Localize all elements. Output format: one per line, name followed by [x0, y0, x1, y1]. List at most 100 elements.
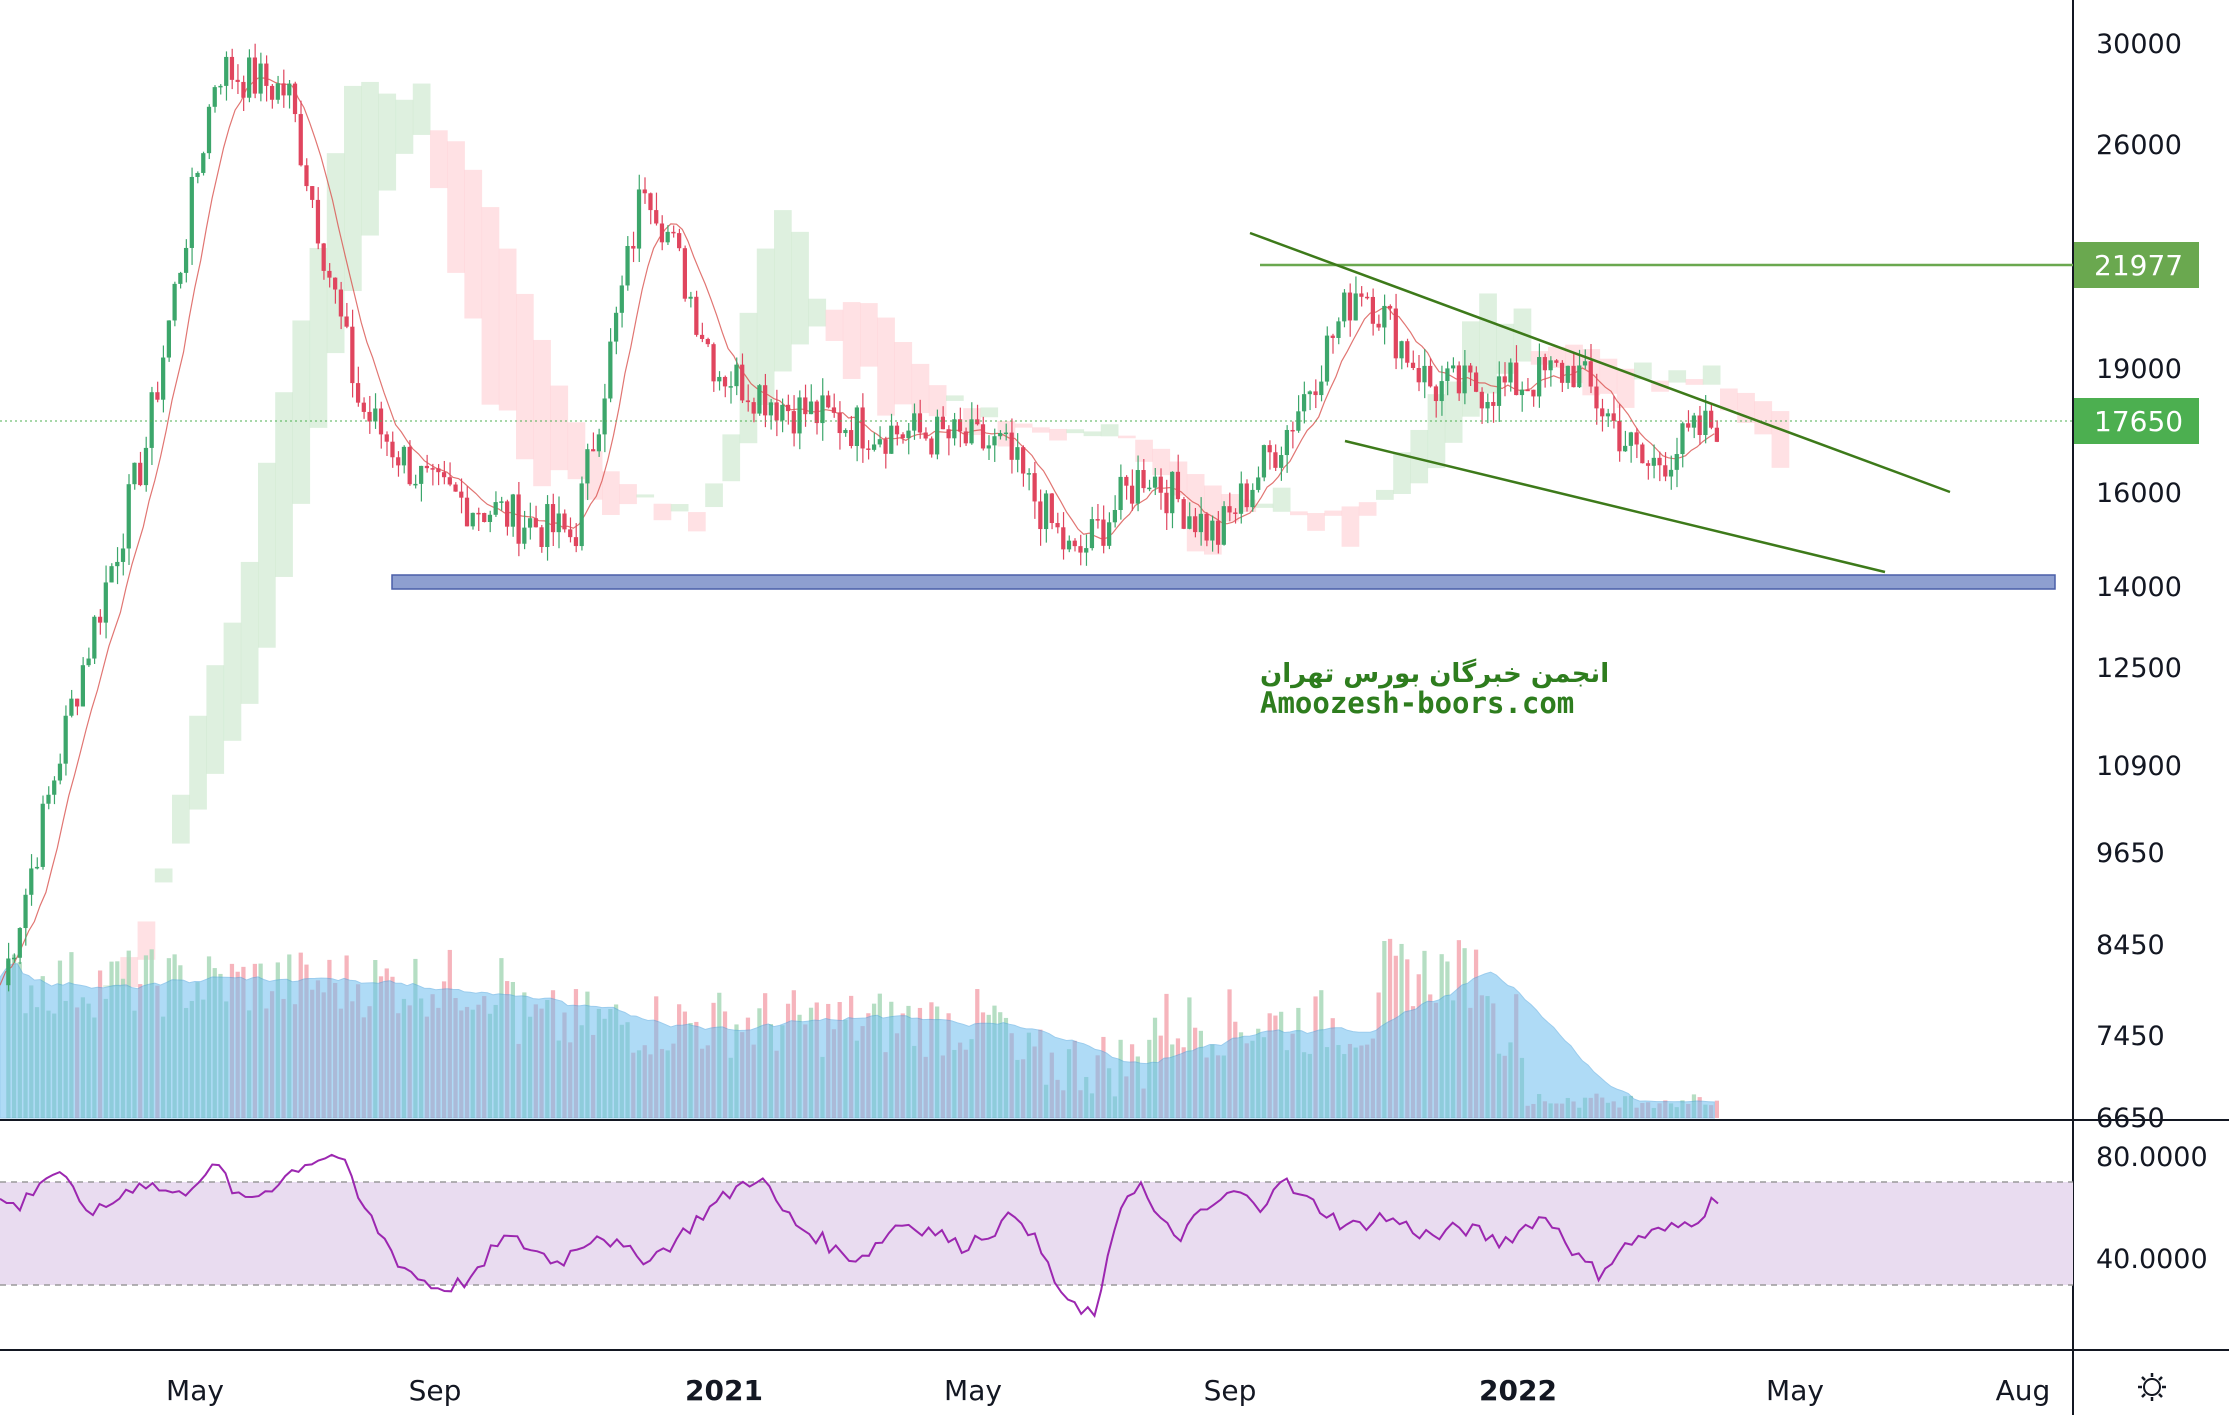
- cloud-segment: [1032, 427, 1050, 433]
- cloud-segment: [430, 130, 448, 189]
- candle: [172, 283, 177, 321]
- candle: [803, 397, 808, 415]
- upper-trendline[interactable]: [1249, 231, 1951, 494]
- candle: [871, 444, 877, 450]
- candle: [516, 494, 521, 544]
- candle: [946, 429, 951, 439]
- candle: [189, 176, 194, 248]
- candle: [1428, 365, 1433, 387]
- candle: [1158, 476, 1163, 493]
- candle: [350, 326, 355, 384]
- candle: [969, 419, 974, 444]
- cloud-segment: [928, 385, 947, 417]
- rsi-tick: 40.0000: [2096, 1244, 2208, 1275]
- cloud-segment: [326, 153, 345, 354]
- gear-icon[interactable]: [2138, 1373, 2166, 1401]
- candle: [333, 277, 338, 290]
- cloud-segment: [516, 293, 534, 460]
- candle: [940, 416, 945, 430]
- candle: [1072, 540, 1077, 547]
- candle: [401, 446, 407, 466]
- cloud-segment: [1341, 506, 1360, 547]
- price-tick: 7450: [2096, 1021, 2165, 1052]
- candle: [1548, 360, 1553, 371]
- candle: [980, 424, 986, 449]
- candle: [126, 484, 131, 549]
- lower-trendline[interactable]: [1344, 439, 1886, 574]
- candlesticks: [6, 43, 1719, 992]
- price-axis[interactable]: 30000 26000 19000 16000 14000 12500 1090…: [2096, 29, 2182, 1134]
- candle: [1410, 362, 1416, 368]
- candle: [384, 434, 389, 442]
- cloud-segment: [309, 247, 328, 428]
- candle: [1451, 365, 1456, 369]
- baseline-path: [0, 77, 1715, 986]
- candle: [1279, 455, 1284, 468]
- candle: [464, 497, 470, 527]
- candle: [837, 412, 842, 434]
- cloud-segment: [722, 434, 741, 482]
- candle: [1623, 445, 1628, 452]
- candle: [785, 404, 791, 412]
- cloud-segment: [206, 665, 225, 774]
- rsi-axis[interactable]: 80.0000 40.0000: [2096, 1142, 2208, 1275]
- candle: [1559, 362, 1565, 383]
- price-tick: 8450: [2096, 930, 2165, 961]
- candle: [75, 698, 80, 707]
- candle: [315, 199, 321, 244]
- candle: [1542, 357, 1547, 371]
- candle: [562, 513, 567, 530]
- candle: [1565, 365, 1570, 383]
- cloud-segment: [1307, 513, 1325, 531]
- candle: [1221, 506, 1226, 545]
- candle: [115, 561, 120, 567]
- cloud-segment: [911, 363, 930, 414]
- candle: [1439, 381, 1444, 402]
- cloud-segment: [361, 81, 379, 236]
- cloud-segment: [1272, 487, 1291, 512]
- price-tick: 14000: [2096, 572, 2182, 603]
- candle: [1628, 432, 1633, 446]
- candle: [917, 413, 923, 433]
- candle: [430, 468, 435, 470]
- candle: [734, 364, 739, 387]
- time-axis[interactable]: May Sep 2021 May Sep 2022 May Aug: [166, 1374, 2050, 1407]
- candle: [1651, 457, 1656, 466]
- candle: [1055, 523, 1060, 528]
- cloud-segment: [602, 471, 620, 515]
- candle: [1124, 476, 1129, 486]
- candle: [1508, 362, 1513, 383]
- candle: [338, 289, 343, 317]
- cloud-segment: [1720, 388, 1738, 411]
- candle: [441, 472, 447, 478]
- candle: [487, 514, 493, 523]
- candle: [728, 386, 733, 388]
- cloud-segment: [223, 622, 242, 741]
- last-price-badge-label: 17650: [2094, 405, 2183, 438]
- candle: [665, 231, 670, 243]
- candle: [97, 616, 103, 623]
- price-tick: 26000: [2096, 130, 2182, 161]
- cloud-segment: [292, 320, 311, 504]
- candle: [298, 114, 303, 166]
- time-tick: Aug: [1996, 1374, 2051, 1407]
- cloud-segment: [550, 385, 569, 471]
- cloud-segment: [447, 141, 465, 273]
- cloud-segment: [464, 169, 483, 319]
- candle: [69, 698, 74, 716]
- candle: [826, 395, 831, 408]
- rsi-path: [0, 1153, 1719, 1319]
- candle: [763, 385, 768, 416]
- candle: [80, 665, 85, 707]
- candle: [992, 436, 997, 446]
- support-zone[interactable]: [391, 574, 2056, 590]
- cloud-segment: [705, 483, 723, 508]
- candle: [1101, 519, 1106, 546]
- volume-ma-area: [0, 963, 1715, 1119]
- candle: [247, 57, 252, 98]
- candle: [906, 430, 911, 439]
- candle: [539, 527, 544, 547]
- candle: [1376, 323, 1381, 328]
- candle: [1003, 432, 1009, 435]
